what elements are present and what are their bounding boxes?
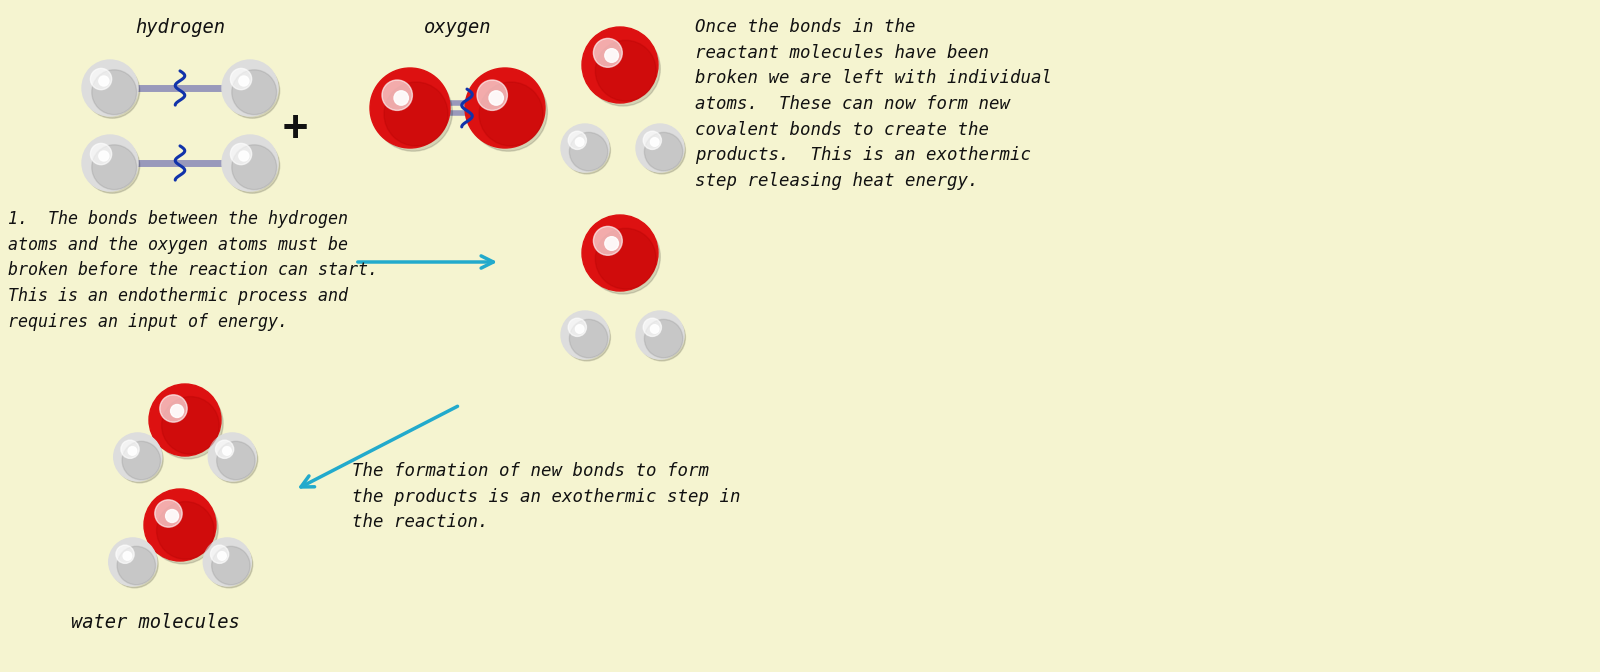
Circle shape [586,32,661,106]
Circle shape [232,144,277,190]
Circle shape [122,440,139,458]
Circle shape [595,40,656,101]
Circle shape [490,91,504,106]
Circle shape [82,60,138,116]
Circle shape [643,131,661,149]
Circle shape [115,545,134,563]
Circle shape [224,138,280,194]
Circle shape [222,135,278,191]
Circle shape [638,127,685,174]
Circle shape [99,76,109,86]
Circle shape [605,48,619,62]
Circle shape [222,60,278,116]
Circle shape [563,314,611,361]
Circle shape [605,237,619,251]
Circle shape [230,143,251,165]
Circle shape [211,546,250,585]
Circle shape [166,509,179,523]
Circle shape [477,80,507,110]
Circle shape [466,68,546,148]
Circle shape [152,388,222,459]
Circle shape [568,131,587,149]
Text: Once the bonds in the
reactant molecules have been
broken we are left with indiv: Once the bonds in the reactant molecules… [694,18,1053,190]
Text: +: + [283,107,307,149]
Circle shape [99,151,109,161]
Circle shape [222,447,232,455]
Circle shape [582,27,658,103]
Text: hydrogen: hydrogen [134,18,226,37]
Circle shape [374,73,453,151]
Circle shape [645,319,683,358]
Text: oxygen: oxygen [424,18,491,37]
Circle shape [155,500,182,527]
Circle shape [91,70,136,115]
Circle shape [211,545,229,563]
Circle shape [117,436,163,483]
Circle shape [206,541,253,588]
Circle shape [114,433,162,481]
Circle shape [650,325,659,333]
Circle shape [85,63,139,118]
Circle shape [160,395,187,422]
Circle shape [211,436,258,483]
Circle shape [218,552,226,560]
Circle shape [82,135,138,191]
Circle shape [147,493,218,564]
Circle shape [645,132,683,171]
Circle shape [216,442,254,480]
Circle shape [157,501,214,559]
Circle shape [90,143,112,165]
Circle shape [563,127,611,174]
Circle shape [394,91,408,106]
Text: water molecules: water molecules [70,613,240,632]
Circle shape [637,124,685,172]
Circle shape [570,319,608,358]
Circle shape [238,151,250,161]
Circle shape [562,124,610,172]
Circle shape [90,69,112,89]
Circle shape [469,73,547,151]
Circle shape [123,552,131,560]
Circle shape [203,538,251,586]
Circle shape [382,80,413,110]
Circle shape [122,442,160,480]
Circle shape [208,433,256,481]
Circle shape [586,220,661,294]
Circle shape [149,384,221,456]
Circle shape [594,38,622,67]
Circle shape [117,546,155,585]
Circle shape [568,319,587,337]
Circle shape [638,314,685,361]
Circle shape [216,440,234,458]
Circle shape [384,82,448,146]
Circle shape [230,69,251,89]
Circle shape [562,311,610,359]
Circle shape [128,447,136,455]
Circle shape [582,215,658,291]
Circle shape [232,70,277,115]
Circle shape [370,68,450,148]
Circle shape [576,325,584,333]
Circle shape [162,396,219,454]
Circle shape [91,144,136,190]
Text: 1.  The bonds between the hydrogen
atoms and the oxygen atoms must be
broken bef: 1. The bonds between the hydrogen atoms … [8,210,378,331]
Circle shape [594,226,622,255]
Circle shape [478,82,542,146]
Circle shape [570,132,608,171]
Circle shape [144,489,216,561]
Circle shape [109,538,157,586]
Circle shape [224,63,280,118]
Circle shape [85,138,139,194]
Text: The formation of new bonds to form
the products is an exothermic step in
the rea: The formation of new bonds to form the p… [352,462,741,532]
Circle shape [650,138,659,146]
Circle shape [171,405,184,417]
Circle shape [643,319,661,337]
Circle shape [576,138,584,146]
Circle shape [238,76,250,86]
Circle shape [637,311,685,359]
Circle shape [110,541,158,588]
Circle shape [595,228,656,289]
